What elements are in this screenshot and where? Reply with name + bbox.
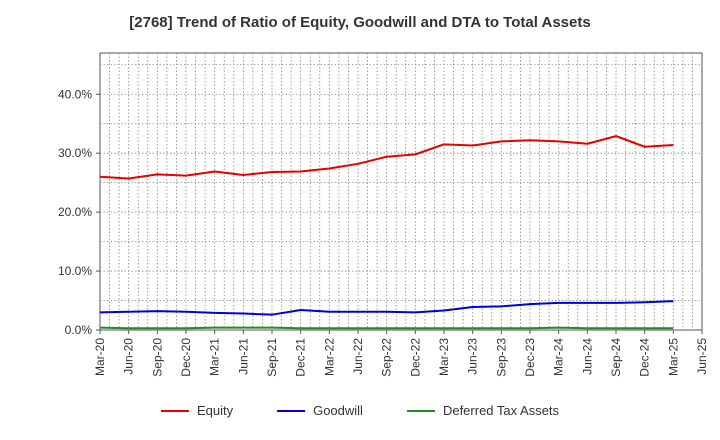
x-tick-label: Dec-23 — [523, 338, 537, 377]
x-tick-label: Dec-20 — [179, 338, 193, 377]
x-tick-label: Mar-21 — [208, 338, 222, 376]
plot-frame — [99, 52, 703, 331]
x-tick-label: Dec-24 — [638, 338, 652, 377]
legend-label-deferred-tax-assets: Deferred Tax Assets — [443, 403, 560, 418]
x-tick-label: Jun-22 — [351, 338, 365, 375]
x-tick-label: Mar-20 — [93, 338, 107, 376]
y-tick-label: 10.0% — [58, 264, 92, 278]
x-tick-label: Jun-24 — [580, 338, 594, 375]
y-tick-label: 40.0% — [58, 87, 92, 101]
x-tick-label: Jun-21 — [236, 338, 250, 375]
legend: Equity Goodwill Deferred Tax Assets — [160, 403, 560, 418]
y-tick-label: 0.0% — [65, 323, 93, 337]
x-tick-label: Dec-21 — [294, 338, 308, 377]
grid-layer — [99, 52, 703, 331]
x-tick-label: Sep-23 — [494, 338, 508, 377]
series-line-goodwill — [99, 300, 674, 316]
x-tick-label: Mar-24 — [552, 338, 566, 376]
x-tick-label: Sep-24 — [609, 338, 623, 377]
x-tick-label: Sep-21 — [265, 338, 279, 377]
legend-label-equity: Equity — [197, 403, 234, 418]
x-tick-label: Sep-22 — [380, 338, 394, 377]
x-tick-label: Sep-20 — [150, 338, 164, 377]
x-tick-label: Jun-23 — [466, 338, 480, 375]
x-tick-label: Mar-25 — [666, 338, 680, 376]
x-tick-label: Mar-22 — [322, 338, 336, 376]
x-tick-label: Jun-20 — [122, 338, 136, 375]
x-tick-label: Jun-25 — [695, 338, 709, 375]
chart-title: [2768] Trend of Ratio of Equity, Goodwil… — [129, 14, 591, 31]
series-line-equity — [99, 135, 674, 180]
x-tick-label: Dec-22 — [408, 338, 422, 377]
legend-label-goodwill: Goodwill — [313, 403, 363, 418]
series-line-deferred-tax-assets — [99, 326, 674, 330]
series-layer — [99, 135, 674, 330]
x-tick-label: Mar-23 — [437, 338, 451, 376]
axis-layer: 0.0% 10.0% 20.0% 30.0% 40.0% Mar-20 Jun-20 Sep-… — [58, 87, 709, 376]
y-tick-label: 30.0% — [58, 146, 92, 160]
y-tick-label: 20.0% — [58, 205, 92, 219]
